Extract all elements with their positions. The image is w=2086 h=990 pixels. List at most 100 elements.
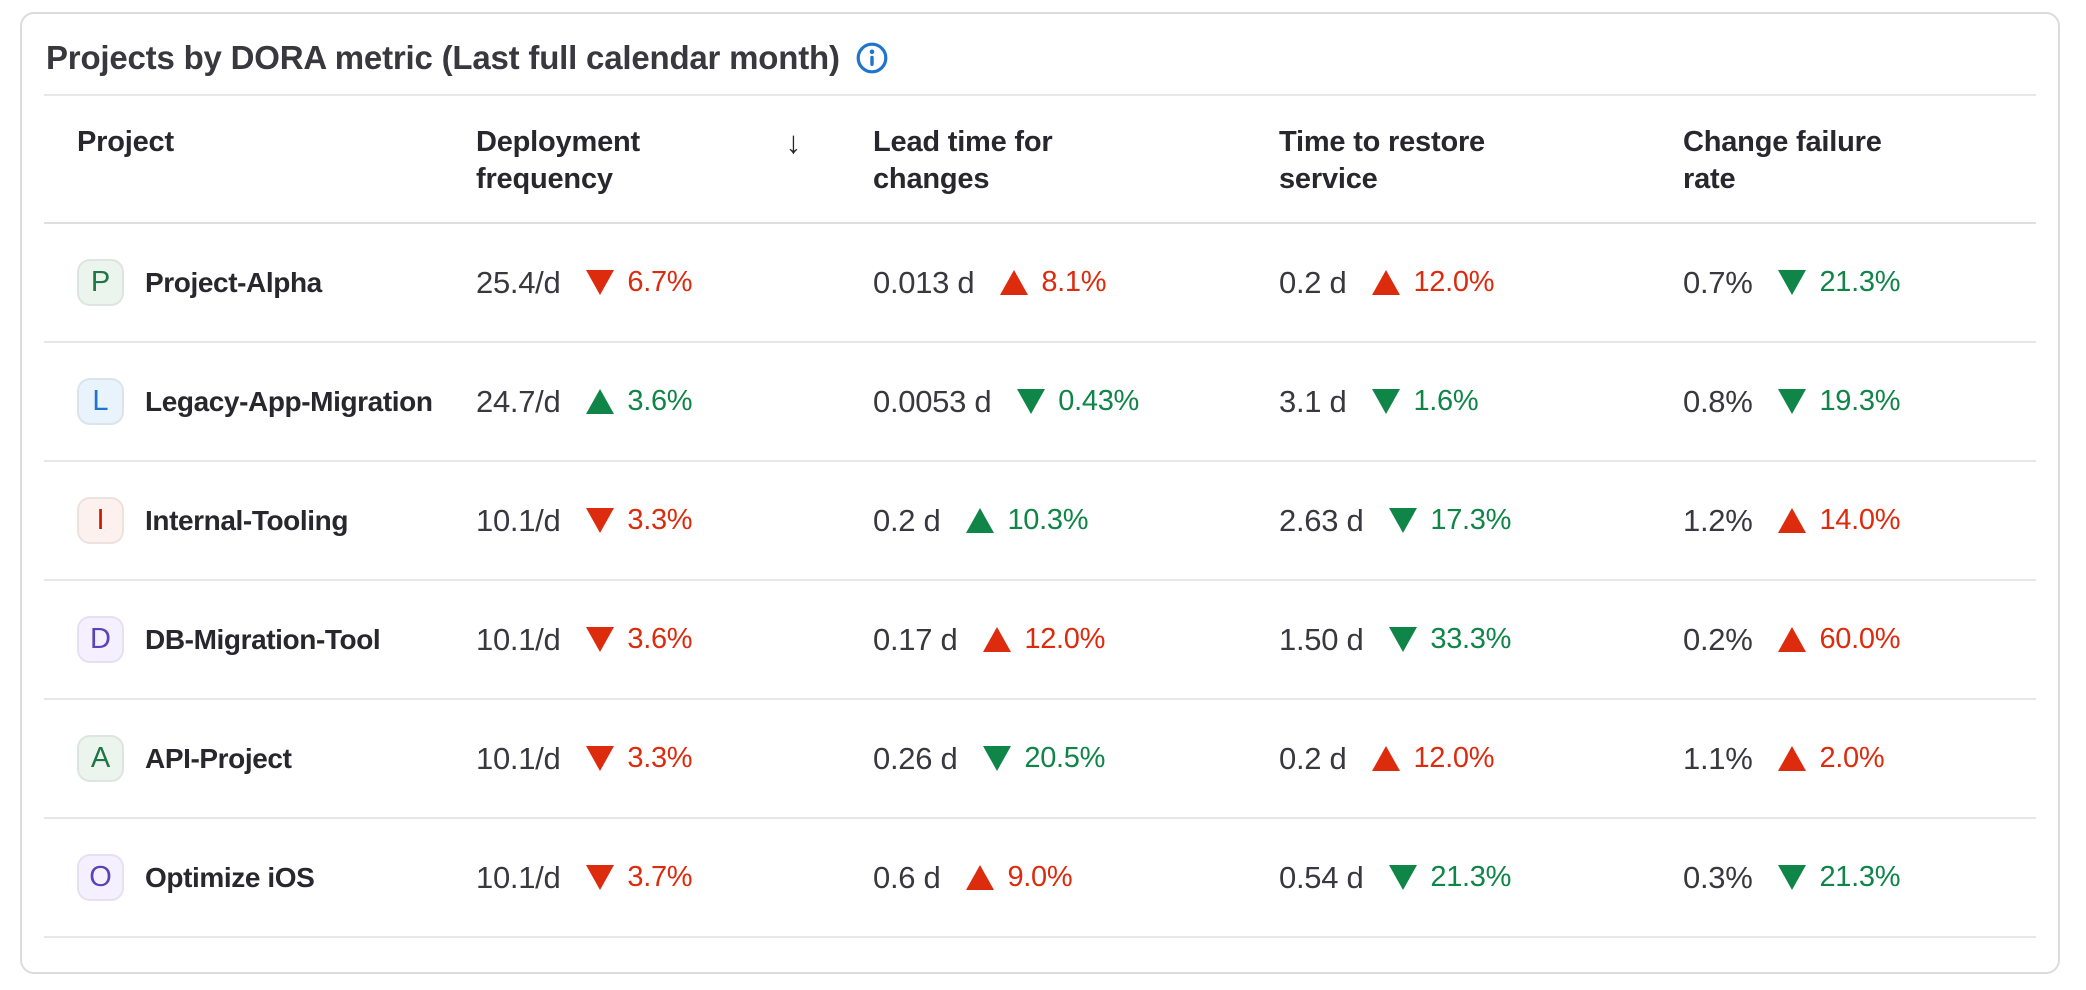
metric-value: 10.1/d: [476, 740, 561, 776]
project-name[interactable]: Project-Alpha: [145, 266, 322, 298]
trend-delta: 3.3%: [586, 742, 693, 775]
project-avatar: A: [77, 735, 124, 782]
project-cell[interactable]: D DB-Migration-Tool: [44, 616, 476, 663]
metric-value: 0.0053 d: [873, 383, 992, 419]
trend-icon: [1017, 389, 1046, 414]
project-avatar: P: [77, 259, 124, 306]
trend-icon: [983, 627, 1012, 652]
arrow-down-icon[interactable]: ↓: [785, 125, 802, 160]
trend-percent: 17.3%: [1430, 504, 1512, 536]
table-row: L Legacy-App-Migration 24.7/d 3.6% 0.005…: [44, 343, 2036, 462]
trend-percent: 14.0%: [1819, 504, 1901, 536]
trend-delta: 20.5%: [983, 742, 1105, 775]
project-cell[interactable]: O Optimize iOS: [44, 854, 476, 901]
project-name[interactable]: DB-Migration-Tool: [145, 623, 381, 655]
trend-delta: 0.43%: [1017, 385, 1139, 418]
table-row: P Project-Alpha 25.4/d 6.7% 0.013 d 8.1%…: [44, 224, 2036, 343]
metric-cell-deployment-frequency: 10.1/d 3.3%: [476, 741, 873, 777]
project-name[interactable]: Optimize iOS: [145, 861, 315, 893]
trend-percent: 20.5%: [1024, 742, 1106, 774]
metric-cell-deployment-frequency: 25.4/d 6.7%: [476, 265, 873, 301]
trend-icon: [966, 865, 995, 890]
trend-icon: [983, 746, 1012, 771]
metric-value: 0.2 d: [1279, 740, 1347, 776]
trend-delta: 21.3%: [1778, 861, 1901, 894]
metric-value: 10.1/d: [476, 859, 561, 895]
trend-icon: [1778, 627, 1807, 652]
metric-cell-time-to-restore: 0.2 d 12.0%: [1279, 265, 1683, 301]
column-header-project[interactable]: Project: [44, 124, 476, 222]
project-name[interactable]: API-Project: [145, 742, 292, 774]
dora-metrics-card: Projects by DORA metric (Last full calen…: [20, 12, 2060, 974]
trend-icon: [1778, 865, 1807, 890]
trend-percent: 12.0%: [1413, 266, 1495, 298]
table-row: A API-Project 10.1/d 3.3% 0.26 d 20.5% 0…: [44, 700, 2036, 819]
table-header-row: Project Deployment frequency ↓ Lead time…: [44, 96, 2036, 224]
metric-cell-time-to-restore: 1.50 d 33.3%: [1279, 622, 1683, 658]
metric-value: 2.63 d: [1279, 502, 1364, 538]
metric-value: 3.1 d: [1279, 383, 1347, 419]
trend-delta: 9.0%: [966, 861, 1073, 894]
trend-delta: 21.3%: [1389, 861, 1511, 894]
column-header-label: Deployment frequency: [476, 126, 640, 195]
column-header-label: Time to restore service: [1279, 126, 1485, 195]
trend-delta: 33.3%: [1389, 623, 1511, 656]
trend-icon: [586, 389, 615, 414]
project-avatar: O: [77, 854, 124, 901]
metric-value: 0.013 d: [873, 264, 975, 300]
trend-delta: 17.3%: [1389, 504, 1511, 537]
trend-percent: 19.3%: [1819, 385, 1901, 417]
table-row: D DB-Migration-Tool 10.1/d 3.6% 0.17 d 1…: [44, 581, 2036, 700]
card-header: Projects by DORA metric (Last full calen…: [44, 14, 2036, 96]
project-name[interactable]: Internal-Tooling: [145, 504, 349, 536]
trend-delta: 12.0%: [983, 623, 1105, 656]
project-cell[interactable]: I Internal-Tooling: [44, 497, 476, 544]
column-header-label: Project: [77, 126, 174, 158]
column-header-change-failure-rate[interactable]: Change failure rate: [1683, 124, 2036, 222]
project-name[interactable]: Legacy-App-Migration: [145, 385, 433, 417]
metric-cell-change-failure-rate: 0.7% 21.3%: [1683, 265, 2036, 301]
trend-percent: 3.6%: [627, 623, 693, 655]
metric-value: 0.6 d: [873, 859, 941, 895]
metric-cell-lead-time: 0.013 d 8.1%: [873, 265, 1279, 301]
metric-cell-deployment-frequency: 10.1/d 3.3%: [476, 503, 873, 539]
trend-percent: 3.6%: [627, 385, 693, 417]
metric-cell-change-failure-rate: 0.2% 60.0%: [1683, 622, 2036, 658]
trend-delta: 12.0%: [1372, 266, 1494, 299]
project-cell[interactable]: P Project-Alpha: [44, 259, 476, 306]
column-header-time-to-restore-service[interactable]: Time to restore service: [1279, 124, 1683, 222]
project-cell[interactable]: A API-Project: [44, 735, 476, 782]
trend-percent: 21.3%: [1819, 861, 1901, 893]
trend-percent: 3.7%: [627, 861, 693, 893]
trend-icon: [586, 508, 615, 533]
metric-cell-change-failure-rate: 0.8% 19.3%: [1683, 384, 2036, 420]
trend-percent: 21.3%: [1430, 861, 1512, 893]
trend-delta: 3.6%: [586, 385, 693, 418]
project-cell[interactable]: L Legacy-App-Migration: [44, 378, 476, 425]
trend-delta: 3.7%: [586, 861, 693, 894]
metric-cell-change-failure-rate: 1.1% 2.0%: [1683, 741, 2036, 777]
trend-icon: [1372, 389, 1401, 414]
project-avatar: L: [77, 378, 124, 425]
card-title: Projects by DORA metric (Last full calen…: [46, 39, 840, 76]
metric-value: 0.8%: [1683, 383, 1753, 419]
column-header-label: Lead time for changes: [873, 126, 1053, 195]
trend-percent: 3.3%: [627, 504, 693, 536]
metric-cell-deployment-frequency: 10.1/d 3.7%: [476, 860, 873, 896]
metric-value: 0.2 d: [1279, 264, 1347, 300]
metric-cell-time-to-restore: 0.54 d 21.3%: [1279, 860, 1683, 896]
table-row: I Internal-Tooling 10.1/d 3.3% 0.2 d 10.…: [44, 462, 2036, 581]
column-header-lead-time-for-changes[interactable]: Lead time for changes: [873, 124, 1279, 222]
metric-cell-time-to-restore: 0.2 d 12.0%: [1279, 741, 1683, 777]
trend-percent: 21.3%: [1819, 266, 1901, 298]
metric-cell-lead-time: 0.17 d 12.0%: [873, 622, 1279, 658]
trend-delta: 60.0%: [1778, 623, 1901, 656]
trend-percent: 8.1%: [1041, 266, 1107, 298]
column-header-deployment-frequency[interactable]: Deployment frequency ↓: [476, 124, 873, 222]
metric-cell-lead-time: 0.6 d 9.0%: [873, 860, 1279, 896]
trend-icon: [586, 627, 615, 652]
trend-percent: 2.0%: [1819, 742, 1885, 774]
info-circle-icon[interactable]: [856, 42, 888, 74]
column-header-label: Change failure rate: [1683, 126, 1882, 195]
trend-icon: [1389, 508, 1418, 533]
